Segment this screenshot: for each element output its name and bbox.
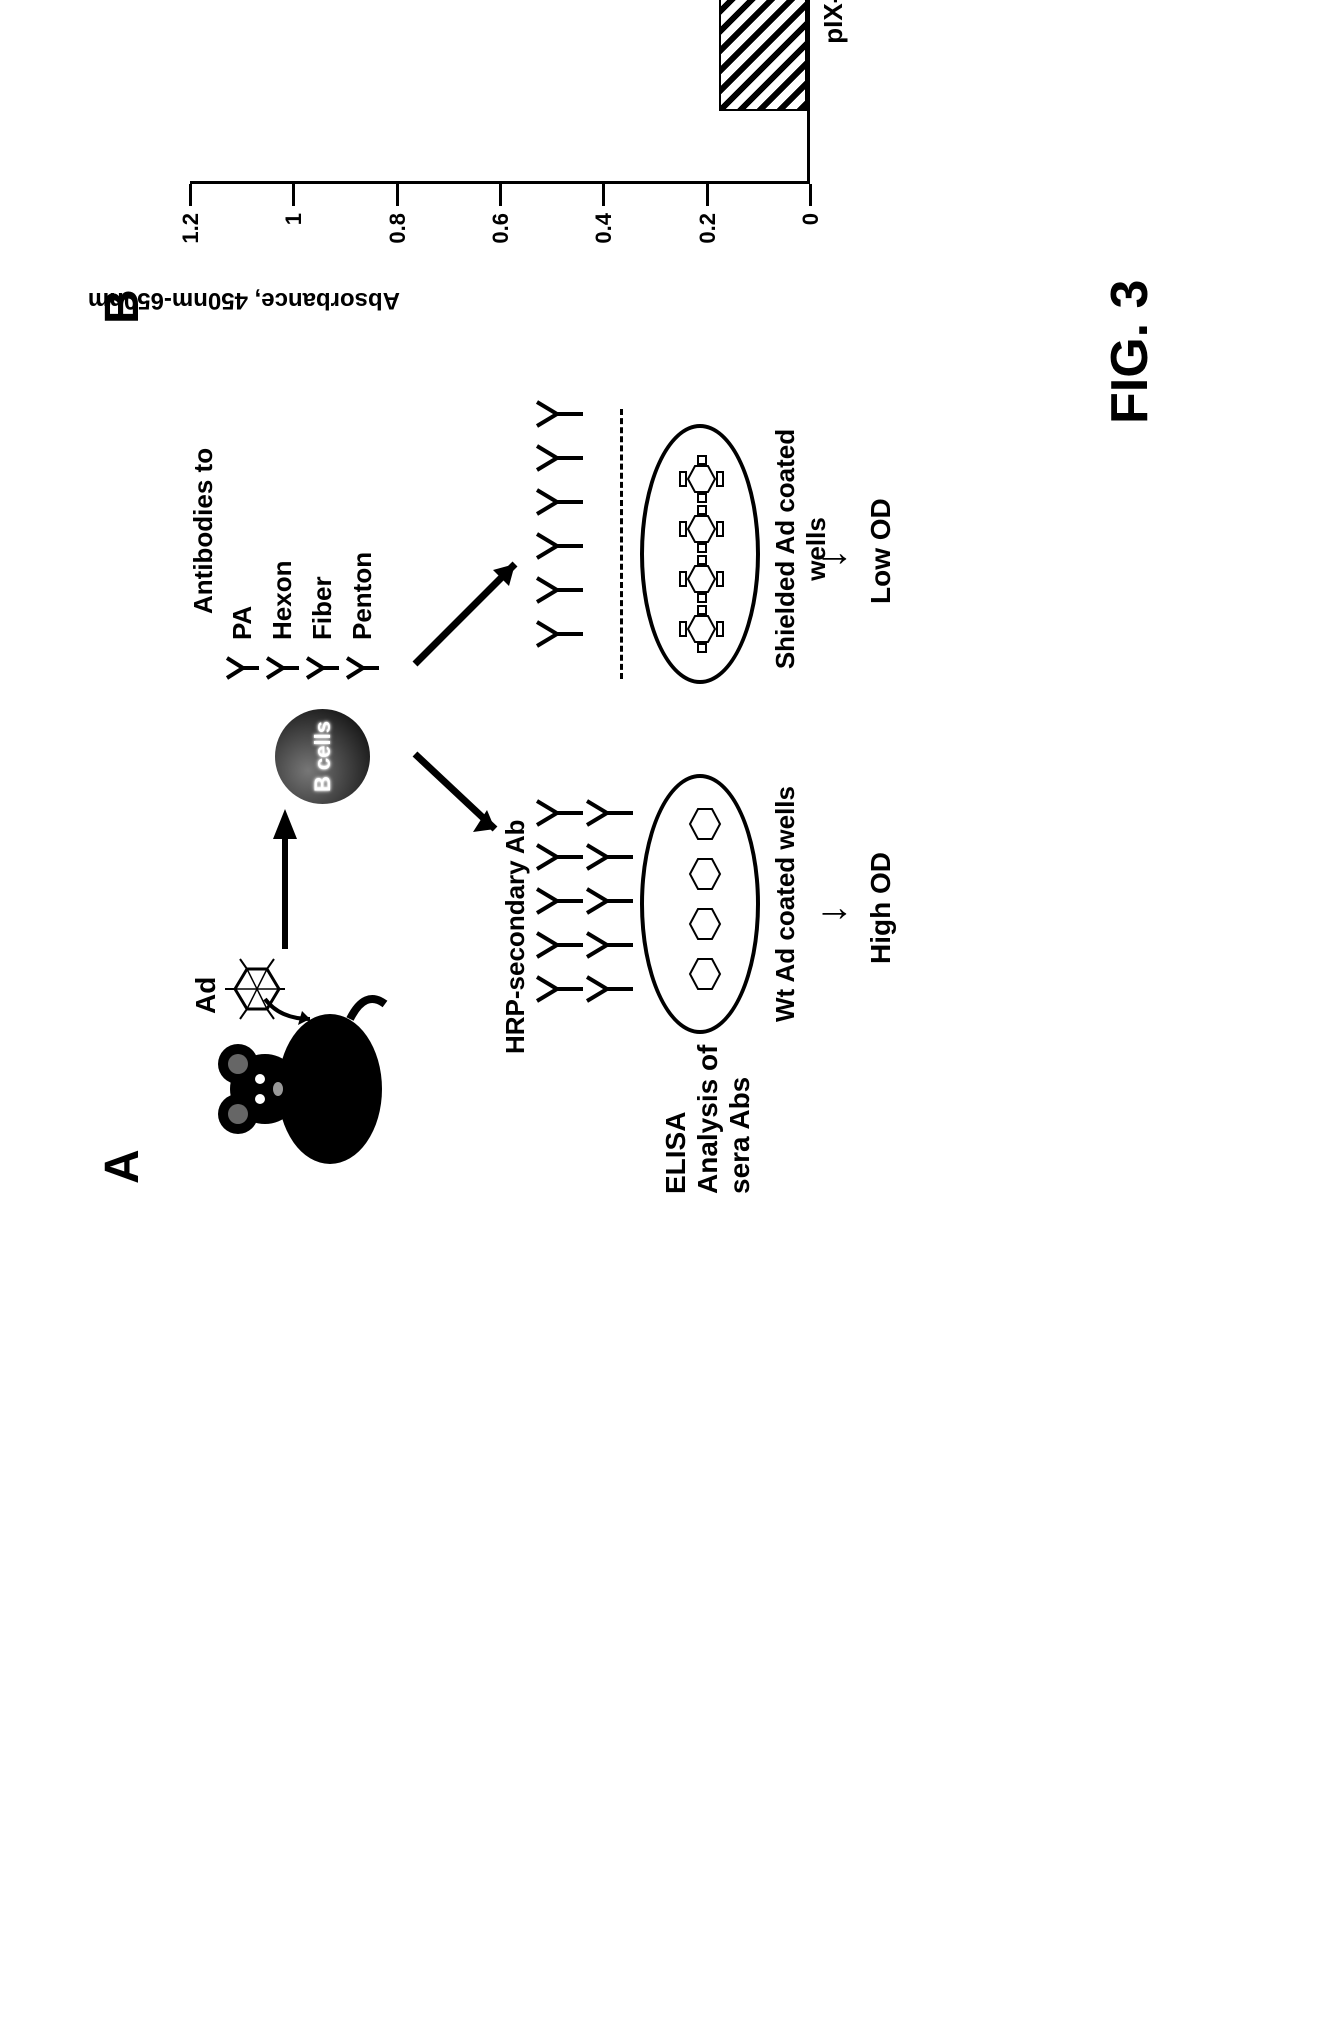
high-od-label: High OD bbox=[865, 852, 897, 964]
antibody-y-icon bbox=[535, 881, 583, 921]
antibody-y-icon bbox=[585, 925, 633, 965]
chart-ytick bbox=[809, 184, 812, 206]
antibody-y-icon bbox=[535, 438, 583, 478]
b-cell-icon: B cells bbox=[275, 709, 370, 804]
chart-category-label: pIX-WT bbox=[818, 0, 849, 114]
low-od-label: Low OD bbox=[865, 498, 897, 604]
antibody-row: Fiber bbox=[305, 576, 339, 684]
bcell-label: B cells bbox=[310, 721, 336, 792]
arrow-icon bbox=[265, 809, 305, 949]
figure-label: FIG. 3 bbox=[1100, 280, 1160, 424]
antibody-y-icon bbox=[535, 837, 583, 877]
chart-ytick-label: 1.2 bbox=[178, 213, 204, 249]
chart-ytick bbox=[602, 184, 605, 206]
panel-b-chart: Absorbance, 450nm-650nm Virus (pIX statu… bbox=[170, 0, 990, 304]
antibody-y-icon bbox=[535, 526, 583, 566]
antibody-y-icon bbox=[585, 837, 633, 877]
antibody-label: Hexon bbox=[267, 561, 298, 640]
antibody-y-icon bbox=[585, 793, 633, 833]
antibody-y-icon bbox=[535, 482, 583, 522]
elisa-label: ELISA Analysis of sera Abs bbox=[660, 1044, 756, 1194]
chart-ytick bbox=[396, 184, 399, 206]
chart-ytick bbox=[706, 184, 709, 206]
antibody-stack bbox=[535, 793, 583, 1009]
down-arrow-icon: ↓ bbox=[810, 904, 855, 924]
antibody-label: Fiber bbox=[307, 576, 338, 640]
chart-ytick-label: 0.6 bbox=[488, 213, 514, 249]
antibody-stack bbox=[585, 793, 633, 1009]
ad-label: Ad bbox=[190, 977, 222, 1014]
ad-particles-icon bbox=[640, 774, 760, 1034]
shielded-ad-particles-icon bbox=[640, 424, 760, 684]
antibody-label: Penton bbox=[347, 552, 378, 640]
antibody-row: Penton bbox=[345, 552, 379, 684]
antibody-y-icon bbox=[535, 570, 583, 610]
chart-ytick-label: 0.8 bbox=[385, 213, 411, 249]
antibody-y-icon bbox=[345, 652, 379, 684]
antibody-y-icon bbox=[535, 793, 583, 833]
antibody-y-icon bbox=[225, 652, 259, 684]
arrow-icon bbox=[405, 534, 545, 674]
wt-ad-well bbox=[640, 774, 760, 1034]
antibody-stack bbox=[535, 394, 583, 654]
chart-ytick-label: 0.4 bbox=[591, 213, 617, 249]
chart-ytick bbox=[189, 184, 192, 206]
antibody-y-icon bbox=[585, 969, 633, 1009]
chart-plot-area bbox=[190, 0, 810, 184]
antibodies-heading: Antibodies to bbox=[188, 448, 219, 614]
hrp-secondary-ab-label: HRP-secondary Ab bbox=[500, 819, 531, 1054]
chart-bar bbox=[719, 0, 807, 111]
panel-a-label: A bbox=[95, 1149, 150, 1184]
chart-ylabel: Absorbance, 450nm-650nm bbox=[88, 286, 400, 314]
chart-ytick bbox=[292, 184, 295, 206]
injection-arrow-icon bbox=[260, 989, 320, 1029]
chart-ytick-label: 0 bbox=[798, 213, 824, 249]
wt-well-label: Wt Ad coated wells bbox=[770, 774, 801, 1034]
panel-a-diagram: Ad B cells Antibodies to PA bbox=[170, 404, 990, 1184]
antibody-y-icon bbox=[305, 652, 339, 684]
shielded-ad-well bbox=[640, 424, 760, 684]
antibody-y-icon bbox=[535, 969, 583, 1009]
antibody-y-icon bbox=[535, 614, 583, 654]
antibody-y-icon bbox=[535, 925, 583, 965]
antibody-row: PA bbox=[225, 606, 259, 684]
chart-ytick bbox=[499, 184, 502, 206]
antibody-row: Hexon bbox=[265, 561, 299, 684]
chart-ytick-label: 0.2 bbox=[695, 213, 721, 249]
chart-ytick-label: 1 bbox=[281, 213, 307, 249]
down-arrow-icon: ↓ bbox=[810, 549, 855, 569]
antibody-y-icon bbox=[265, 652, 299, 684]
antibody-y-icon bbox=[535, 394, 583, 434]
antibody-label: PA bbox=[227, 606, 258, 640]
antibody-y-icon bbox=[585, 881, 633, 921]
shield-barrier bbox=[620, 409, 623, 679]
